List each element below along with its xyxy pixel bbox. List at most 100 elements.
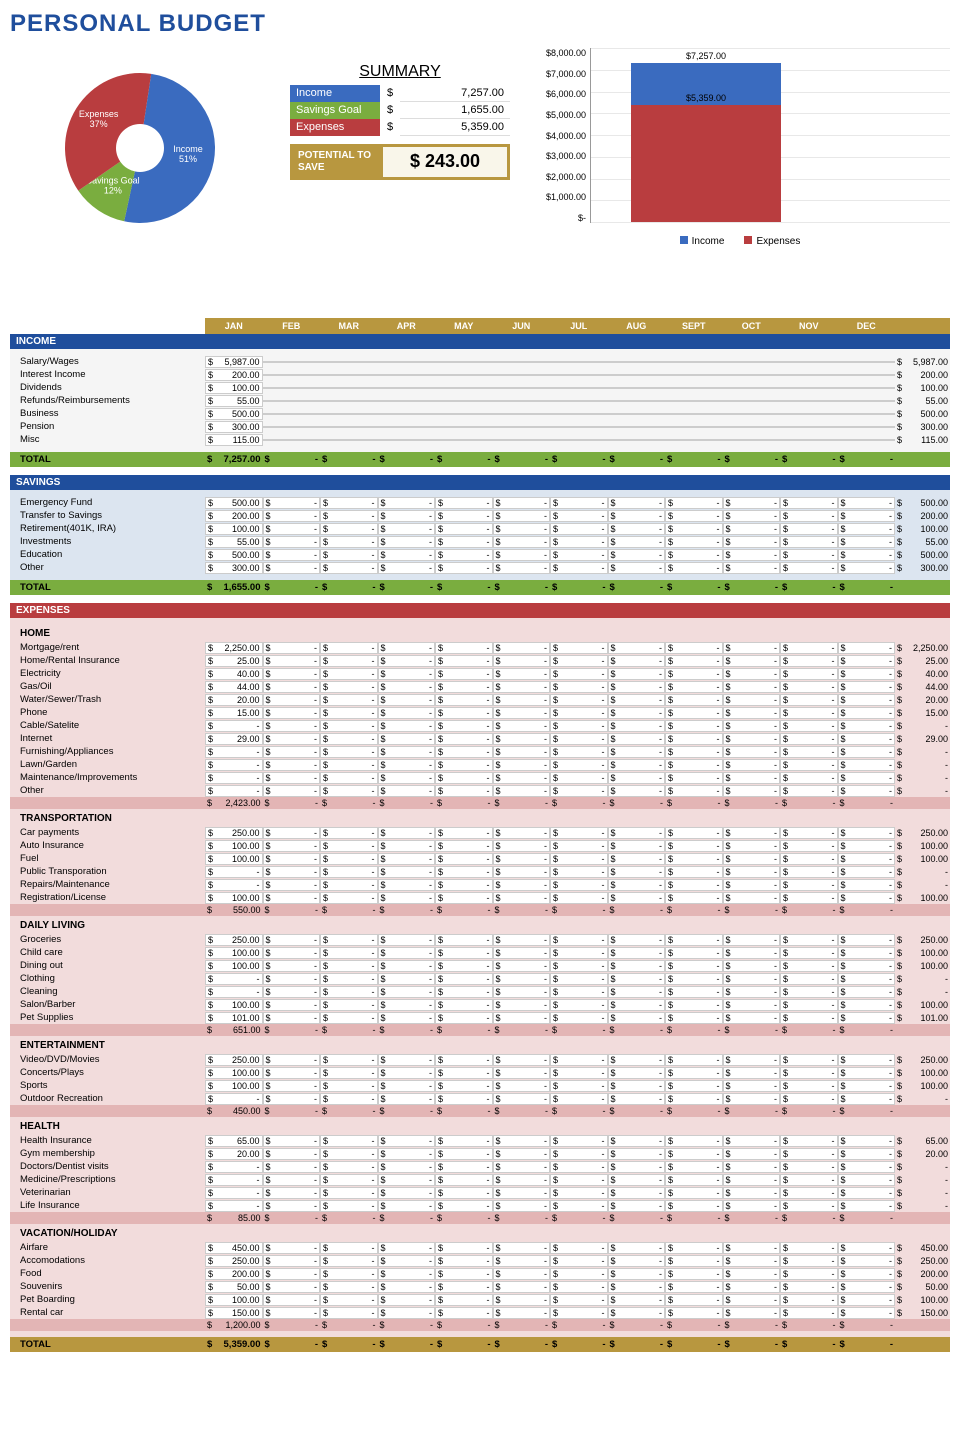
value-cell[interactable]: [263, 361, 321, 363]
value-cell[interactable]: [780, 426, 838, 428]
value-cell[interactable]: $-: [263, 549, 321, 561]
value-cell[interactable]: $-: [378, 1200, 436, 1212]
value-cell[interactable]: $-: [435, 947, 493, 959]
value-cell[interactable]: [550, 387, 608, 389]
value-cell[interactable]: [665, 413, 723, 415]
value-cell[interactable]: $-: [378, 853, 436, 865]
value-cell[interactable]: $-: [435, 1054, 493, 1066]
value-cell[interactable]: $-: [780, 523, 838, 535]
value-cell[interactable]: $-: [780, 707, 838, 719]
value-cell[interactable]: $-: [665, 934, 723, 946]
value-cell[interactable]: $-: [838, 853, 896, 865]
value-cell[interactable]: $-: [493, 1294, 551, 1306]
value-cell[interactable]: $-: [665, 1012, 723, 1024]
value-cell[interactable]: $-: [435, 1148, 493, 1160]
value-cell[interactable]: $100.00: [205, 1067, 263, 1079]
value-cell[interactable]: $115.00: [205, 434, 263, 446]
value-cell[interactable]: $-: [608, 497, 666, 509]
value-cell[interactable]: $-: [550, 1148, 608, 1160]
value-cell[interactable]: $-: [550, 866, 608, 878]
value-cell[interactable]: $-: [723, 853, 781, 865]
value-cell[interactable]: $-: [665, 733, 723, 745]
value-cell[interactable]: $-: [550, 562, 608, 574]
value-cell[interactable]: $-: [435, 733, 493, 745]
value-cell[interactable]: $-: [320, 772, 378, 784]
value-cell[interactable]: $-: [665, 681, 723, 693]
value-cell[interactable]: $-: [493, 772, 551, 784]
value-cell[interactable]: $-: [665, 1161, 723, 1173]
value-cell[interactable]: $-: [378, 947, 436, 959]
value-cell[interactable]: $-: [435, 1242, 493, 1254]
value-cell[interactable]: $-: [723, 549, 781, 561]
value-cell[interactable]: $-: [493, 562, 551, 574]
value-cell[interactable]: $-: [320, 892, 378, 904]
value-cell[interactable]: $-: [493, 536, 551, 548]
value-cell[interactable]: [550, 361, 608, 363]
value-cell[interactable]: $-: [780, 1187, 838, 1199]
value-cell[interactable]: $-: [378, 1161, 436, 1173]
value-cell[interactable]: $-: [378, 746, 436, 758]
value-cell[interactable]: $-: [320, 1135, 378, 1147]
value-cell[interactable]: $-: [780, 1307, 838, 1319]
value-cell[interactable]: $-: [665, 853, 723, 865]
value-cell[interactable]: [780, 387, 838, 389]
value-cell[interactable]: $-: [493, 1255, 551, 1267]
value-cell[interactable]: $-: [378, 840, 436, 852]
value-cell[interactable]: $-: [493, 1281, 551, 1293]
value-cell[interactable]: $-: [378, 1255, 436, 1267]
value-cell[interactable]: $-: [320, 1200, 378, 1212]
value-cell[interactable]: [493, 374, 551, 376]
value-cell[interactable]: $-: [723, 1242, 781, 1254]
value-cell[interactable]: $-: [780, 681, 838, 693]
value-cell[interactable]: $-: [263, 497, 321, 509]
value-cell[interactable]: $-: [780, 866, 838, 878]
value-cell[interactable]: $-: [550, 1067, 608, 1079]
value-cell[interactable]: $-: [435, 934, 493, 946]
value-cell[interactable]: $-: [723, 1067, 781, 1079]
value-cell[interactable]: $-: [550, 733, 608, 745]
value-cell[interactable]: $-: [838, 999, 896, 1011]
value-cell[interactable]: $-: [608, 1174, 666, 1186]
value-cell[interactable]: $-: [263, 1135, 321, 1147]
value-cell[interactable]: $-: [723, 707, 781, 719]
value-cell[interactable]: $-: [665, 785, 723, 797]
value-cell[interactable]: $25.00: [205, 655, 263, 667]
value-cell[interactable]: $-: [550, 1242, 608, 1254]
value-cell[interactable]: $100.00: [205, 1294, 263, 1306]
value-cell[interactable]: $-: [780, 1093, 838, 1105]
value-cell[interactable]: $-: [320, 681, 378, 693]
value-cell[interactable]: $-: [608, 1093, 666, 1105]
value-cell[interactable]: $-: [435, 1268, 493, 1280]
value-cell[interactable]: $500.00: [205, 549, 263, 561]
value-cell[interactable]: $-: [838, 1255, 896, 1267]
value-cell[interactable]: $-: [665, 562, 723, 574]
value-cell[interactable]: [320, 361, 378, 363]
value-cell[interactable]: $-: [550, 681, 608, 693]
value-cell[interactable]: $-: [780, 497, 838, 509]
value-cell[interactable]: $-: [665, 827, 723, 839]
value-cell[interactable]: $-: [435, 720, 493, 732]
value-cell[interactable]: $-: [320, 642, 378, 654]
value-cell[interactable]: $-: [780, 892, 838, 904]
value-cell[interactable]: $-: [205, 1161, 263, 1173]
value-cell[interactable]: $-: [665, 1294, 723, 1306]
value-cell[interactable]: [665, 374, 723, 376]
value-cell[interactable]: $-: [320, 785, 378, 797]
value-cell[interactable]: $-: [320, 759, 378, 771]
value-cell[interactable]: $-: [205, 866, 263, 878]
value-cell[interactable]: $-: [378, 785, 436, 797]
value-cell[interactable]: $-: [263, 1161, 321, 1173]
value-cell[interactable]: $-: [550, 853, 608, 865]
value-cell[interactable]: $-: [493, 960, 551, 972]
value-cell[interactable]: $-: [665, 536, 723, 548]
value-cell[interactable]: $-: [435, 1200, 493, 1212]
value-cell[interactable]: $-: [263, 1242, 321, 1254]
value-cell[interactable]: $-: [550, 746, 608, 758]
value-cell[interactable]: $-: [608, 1148, 666, 1160]
value-cell[interactable]: $-: [780, 1080, 838, 1092]
value-cell[interactable]: $-: [320, 694, 378, 706]
value-cell[interactable]: $-: [608, 840, 666, 852]
value-cell[interactable]: $-: [838, 785, 896, 797]
value-cell[interactable]: [493, 387, 551, 389]
value-cell[interactable]: $-: [665, 720, 723, 732]
